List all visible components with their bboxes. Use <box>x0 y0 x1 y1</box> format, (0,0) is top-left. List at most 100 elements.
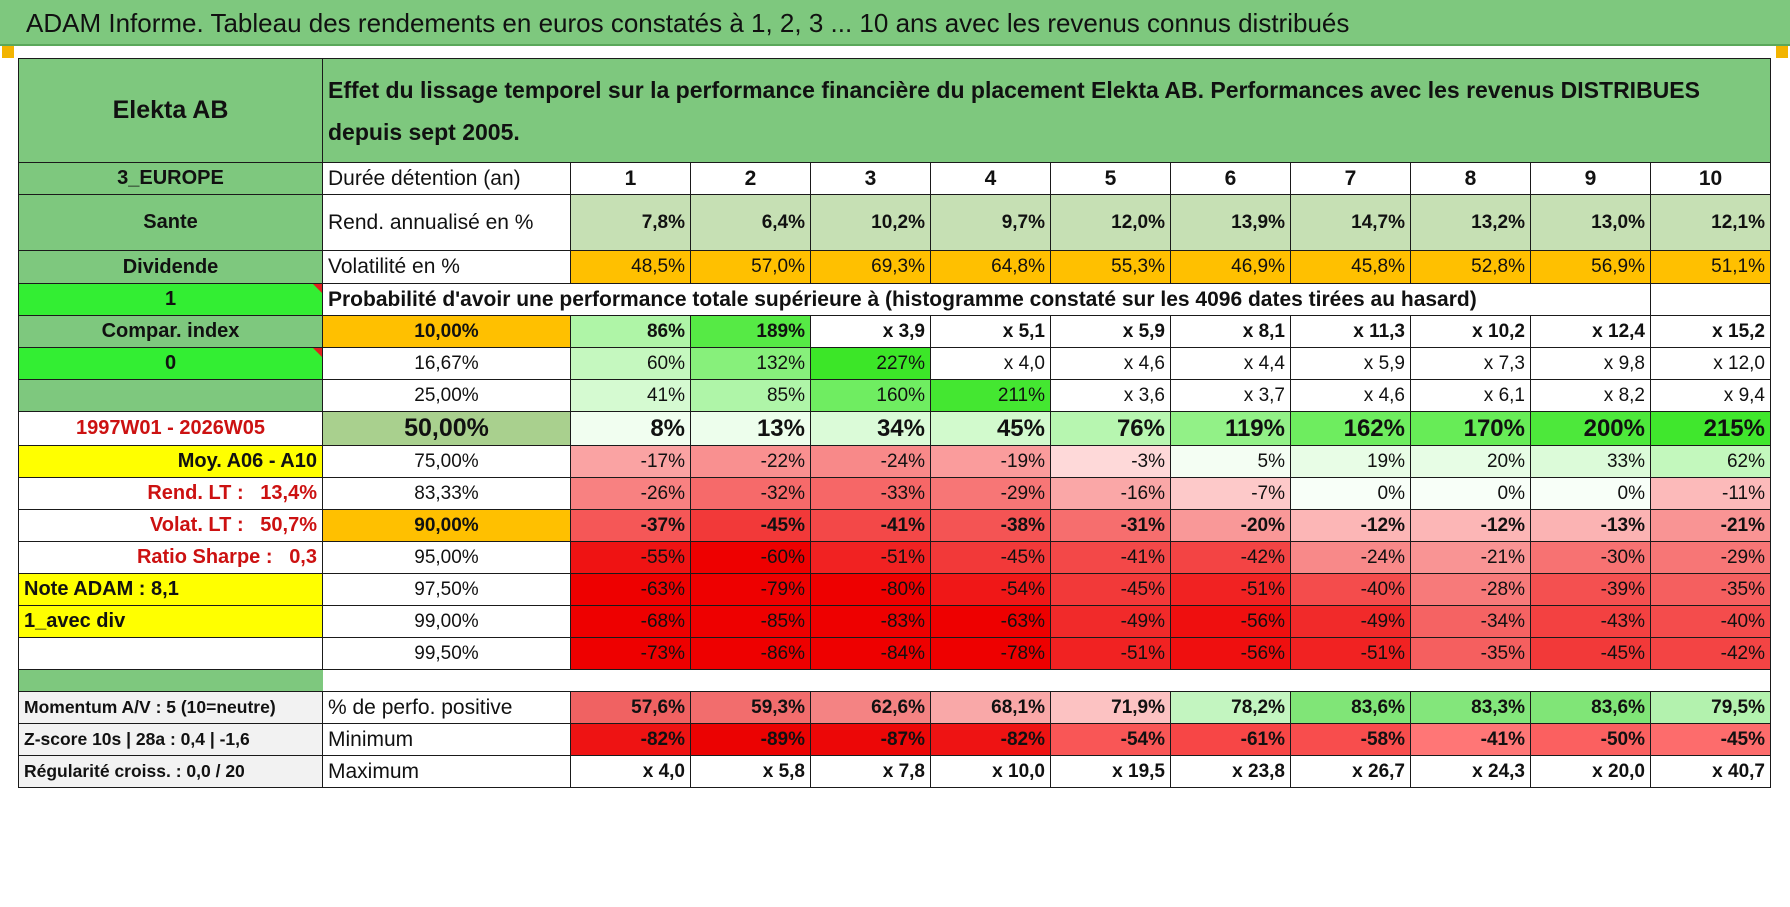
probability-value: -29% <box>1650 541 1771 574</box>
probability-value: -51% <box>1170 573 1291 606</box>
probability-value: 86% <box>570 315 691 348</box>
maximum-value: x 7,8 <box>810 755 931 788</box>
probability-row: Ratio Sharpe : 0,3 95,00% -55% -60% -51% -45%… <box>18 541 1771 574</box>
probability-value: -38% <box>930 509 1051 542</box>
probability-value: -60% <box>690 541 811 574</box>
volatility-value: 45,8% <box>1290 250 1411 284</box>
minimum-value: -61% <box>1170 723 1291 756</box>
annual-return-value: 12,0% <box>1050 194 1171 251</box>
volatility-value: 56,9% <box>1530 250 1651 284</box>
average-label: Moy. A06 - A10 <box>18 445 323 478</box>
probability-value: -16% <box>1050 477 1171 510</box>
probability-value: -45% <box>1050 573 1171 606</box>
probability-value: 8% <box>570 411 691 446</box>
probability-threshold: 90,00% <box>322 509 571 542</box>
annual-return-value: 14,7% <box>1290 194 1411 251</box>
spacer-row <box>18 669 1771 692</box>
maximum-value: x 10,0 <box>930 755 1051 788</box>
probability-value: 162% <box>1290 411 1411 446</box>
probability-value: -41% <box>810 509 931 542</box>
positive-performance-value: 71,9% <box>1050 691 1171 724</box>
probability-value: x 5,9 <box>1050 315 1171 348</box>
flag-zero: 0 <box>18 347 323 380</box>
year-header: 8 <box>1410 162 1531 195</box>
probability-threshold: 16,67% <box>322 347 571 380</box>
annual-return-value: 13,0% <box>1530 194 1651 251</box>
minimum-value: -87% <box>810 723 931 756</box>
volatility-value: 57,0% <box>690 250 811 284</box>
year-header: 7 <box>1290 162 1411 195</box>
probability-value: 0% <box>1410 477 1531 510</box>
probability-value: 170% <box>1410 411 1531 446</box>
minimum-value: -89% <box>690 723 811 756</box>
minimum-value: -50% <box>1530 723 1651 756</box>
probability-value: -51% <box>810 541 931 574</box>
probability-row: Moy. A06 - A10 75,00% -17% -22% -24% -19% -3% 5… <box>18 445 1771 478</box>
probability-value: -40% <box>1650 605 1771 638</box>
probability-row: 1997W01 - 2026W05 50,00% 8% 13% 34% 45% 76% 119… <box>18 411 1771 446</box>
type-label: Dividende <box>18 250 323 284</box>
probability-value: -35% <box>1650 573 1771 606</box>
probability-threshold: 50,00% <box>322 411 571 446</box>
probability-value: 41% <box>570 379 691 412</box>
probability-value: 189% <box>690 315 811 348</box>
probability-value: 34% <box>810 411 931 446</box>
flag-one: 1 <box>18 283 323 316</box>
probability-value: -11% <box>1650 477 1771 510</box>
probability-value: -51% <box>1290 637 1411 670</box>
positive-performance-label: % de perfo. positive <box>322 691 571 724</box>
probability-row: 0 16,67% 60% 132% 227% x 4,0 x 4,6 x 4,4 x 5,9 x … <box>18 347 1771 380</box>
minimum-value: -41% <box>1410 723 1531 756</box>
probability-value: x 3,7 <box>1170 379 1291 412</box>
positive-performance-value: 62,6% <box>810 691 931 724</box>
probability-value: -31% <box>1050 509 1171 542</box>
probability-value: x 9,8 <box>1530 347 1651 380</box>
probability-value: -85% <box>690 605 811 638</box>
annual-return-value: 12,1% <box>1650 194 1771 251</box>
probability-value: x 6,1 <box>1410 379 1531 412</box>
spacer-band <box>18 669 323 692</box>
annual-return-value: 13,2% <box>1410 194 1531 251</box>
volatility-row: Dividende Volatilité en % 48,5% 57,0% 69,3% 6… <box>18 250 1771 284</box>
probability-value: -84% <box>810 637 931 670</box>
probability-row: 25,00% 41% 85% 160% 211% x 3,6 x 3,7 x 4,6 x 6,1… <box>18 379 1771 412</box>
probability-value: x 9,4 <box>1650 379 1771 412</box>
annual-return-value: 13,9% <box>1170 194 1291 251</box>
positive-performance-value: 83,6% <box>1530 691 1651 724</box>
probability-threshold: 99,00% <box>322 605 571 638</box>
probability-value: -63% <box>570 573 691 606</box>
probability-row: Compar. index 10,00% 86% 189% x 3,9 x 5,1 x 5,… <box>18 315 1771 348</box>
metric-value: 13,4% <box>260 482 317 504</box>
probability-value: x 7,3 <box>1410 347 1531 380</box>
probability-value: 85% <box>690 379 811 412</box>
year-header: 1 <box>570 162 691 195</box>
probability-value: -78% <box>930 637 1051 670</box>
minimum-value: -82% <box>570 723 691 756</box>
probability-row: Volat. LT : 50,7% 90,00% -37% -45% -41% -38% -… <box>18 509 1771 542</box>
probability-value: -39% <box>1530 573 1651 606</box>
long-term-return: Rend. LT : 13,4% <box>18 477 323 510</box>
volatility-value: 55,3% <box>1050 250 1171 284</box>
year-header: 10 <box>1650 162 1771 195</box>
probability-value: -34% <box>1410 605 1531 638</box>
minimum-value: -58% <box>1290 723 1411 756</box>
probability-value: -22% <box>690 445 811 478</box>
probability-value: -3% <box>1050 445 1171 478</box>
probability-value: x 4,0 <box>930 347 1051 380</box>
minimum-row: Z-score 10s | 28a : 0,4 | -1,6 Minimum -82… <box>18 723 1771 756</box>
probability-value: x 10,2 <box>1410 315 1531 348</box>
header-row: Elekta AB Effet du lissage temporel sur l… <box>18 58 1771 163</box>
corner-marker <box>1776 46 1788 58</box>
probability-value: -33% <box>810 477 931 510</box>
maximum-value: x 4,0 <box>570 755 691 788</box>
probability-value: 119% <box>1170 411 1291 446</box>
probability-value: x 4,4 <box>1170 347 1291 380</box>
probability-value: x 5,1 <box>930 315 1051 348</box>
probability-threshold: 83,33% <box>322 477 571 510</box>
year-header: 2 <box>690 162 811 195</box>
probability-value: -17% <box>570 445 691 478</box>
report-banner: ADAM Informe. Tableau des rendements en … <box>0 0 1790 46</box>
probability-threshold: 99,50% <box>322 637 571 670</box>
instrument-name: Elekta AB <box>18 58 323 163</box>
probability-value: -79% <box>690 573 811 606</box>
